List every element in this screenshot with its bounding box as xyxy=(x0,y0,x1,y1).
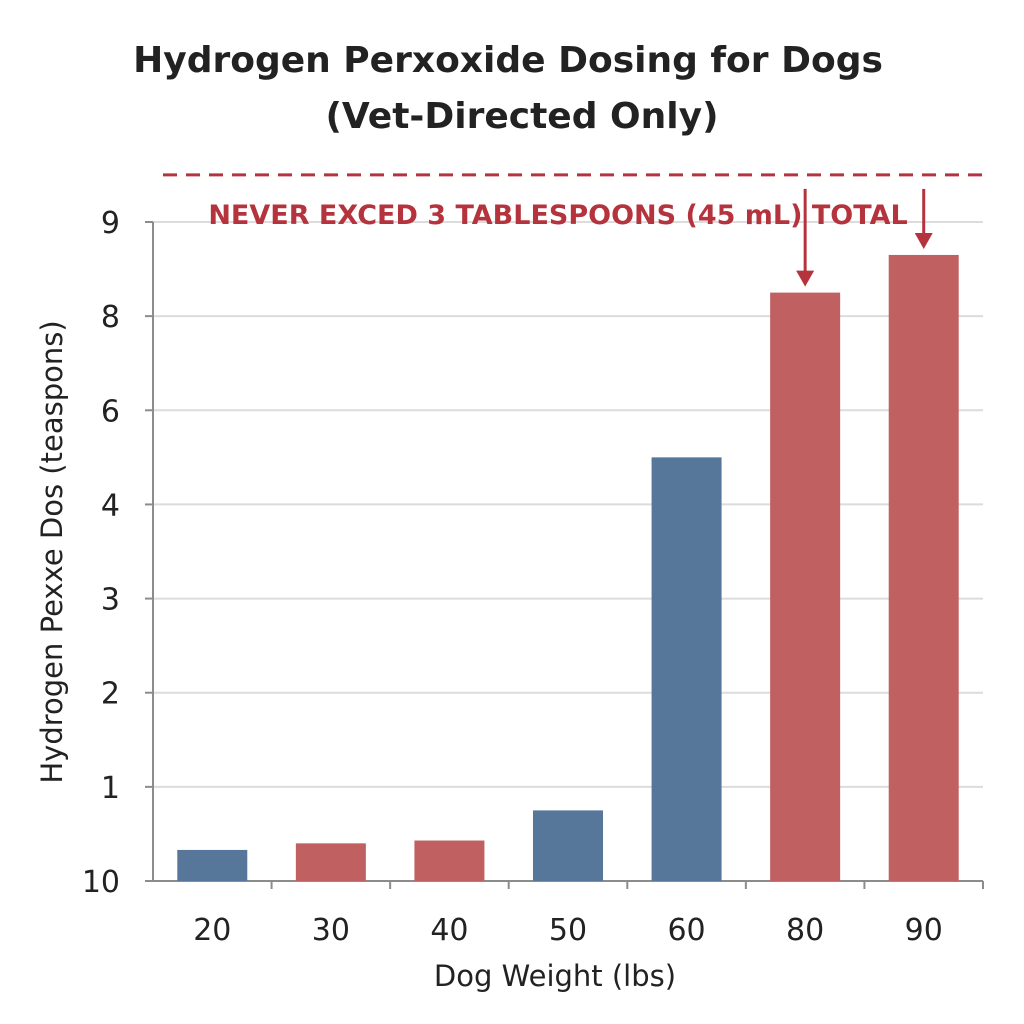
threshold-label: NEVER EXCED 3 TABLESPOONS (45 mL) TOTAL xyxy=(208,200,907,231)
x-tick-label: 90 xyxy=(905,913,943,948)
y-tick-label: 3 xyxy=(101,583,120,618)
x-tick-label: 60 xyxy=(667,913,705,948)
y-ticks: 10 1 2 3 4 6 8 9 xyxy=(82,206,153,900)
y-tick-label: 4 xyxy=(101,488,120,523)
y-tick-label: 2 xyxy=(101,677,120,712)
y-tick-label: 10 xyxy=(82,865,120,900)
x-ticks: 20 30 40 50 60 80 90 xyxy=(193,881,984,948)
y-axis-label: Hydrogen Pexxe Dos (teaspons) xyxy=(35,320,69,783)
bars xyxy=(177,254,959,881)
bar-20-lbs xyxy=(177,849,248,881)
chart-title: Hydrogen Perxoxide Dosing for Dogs xyxy=(133,40,883,81)
bar-30-lbs xyxy=(295,843,366,881)
y-tick-label: 6 xyxy=(101,394,120,429)
x-axis-label: Dog Weight (lbs) xyxy=(434,959,676,993)
y-tick-label: 8 xyxy=(101,300,120,335)
axes xyxy=(152,222,983,882)
warning-arrows xyxy=(796,188,933,287)
x-tick-label: 50 xyxy=(549,913,587,948)
warning-arrowhead-80 xyxy=(796,270,815,287)
x-tick-label: 80 xyxy=(786,913,824,948)
y-tick-label: 9 xyxy=(101,206,120,241)
bar-60-lbs xyxy=(651,457,722,881)
warning-arrowhead-90 xyxy=(914,232,933,249)
bar-90-lbs xyxy=(888,254,959,881)
bar-40-lbs xyxy=(414,840,485,881)
chart-subtitle: (Vet-Directed Only) xyxy=(325,96,718,137)
bar-50-lbs xyxy=(533,810,603,881)
threshold: NEVER EXCED 3 TABLESPOONS (45 mL) TOTAL xyxy=(163,173,983,231)
x-tick-label: 30 xyxy=(312,913,350,948)
gridlines xyxy=(153,221,983,788)
x-tick-label: 40 xyxy=(430,913,468,948)
x-tick-label: 20 xyxy=(193,913,231,948)
bar-80-lbs xyxy=(770,292,841,881)
y-tick-label: 1 xyxy=(101,771,120,806)
